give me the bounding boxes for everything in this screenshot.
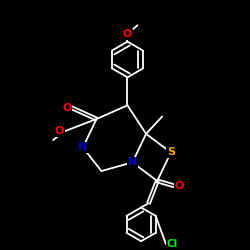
Text: O: O [62, 103, 72, 113]
Text: N: N [78, 142, 88, 152]
Text: O: O [175, 181, 184, 191]
Text: N: N [128, 157, 137, 167]
Text: Cl: Cl [166, 239, 178, 249]
Text: O: O [123, 29, 132, 39]
Text: S: S [167, 148, 175, 158]
Text: O: O [54, 126, 64, 136]
